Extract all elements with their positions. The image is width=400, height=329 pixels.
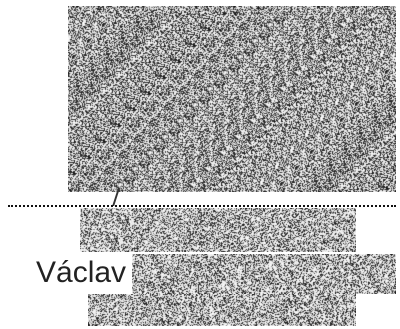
dotted-divider (8, 205, 396, 207)
noise-strip-1 (80, 208, 356, 252)
noise-image-top (68, 6, 396, 192)
noise-strip-3 (88, 294, 356, 326)
noise-strip-2 (132, 254, 396, 294)
name-label: Václav (36, 256, 127, 289)
